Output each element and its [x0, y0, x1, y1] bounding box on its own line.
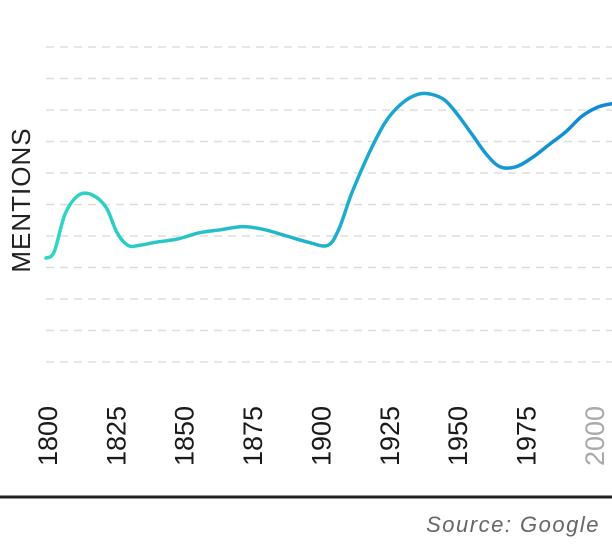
x-tick-label: 1800	[33, 406, 63, 466]
x-tick-label: 1875	[238, 406, 268, 466]
source-note: Source: Google	[426, 512, 600, 537]
series-line	[44, 91, 612, 260]
x-tick-label: 2000	[580, 406, 610, 466]
x-tick-label: 1825	[101, 406, 131, 466]
grid-lines	[46, 46, 612, 363]
x-tick-label: 1900	[306, 406, 336, 466]
x-tick-label: 1950	[443, 406, 473, 466]
x-axis-ticks: 1800 1825 1850 1875 1900 1925 1950 1975 2000	[33, 406, 610, 466]
x-tick-label: 1850	[170, 406, 200, 466]
x-tick-label: 1925	[375, 406, 405, 466]
y-axis-title: MENTIONS	[6, 127, 36, 272]
x-tick-label: 1975	[512, 406, 542, 466]
